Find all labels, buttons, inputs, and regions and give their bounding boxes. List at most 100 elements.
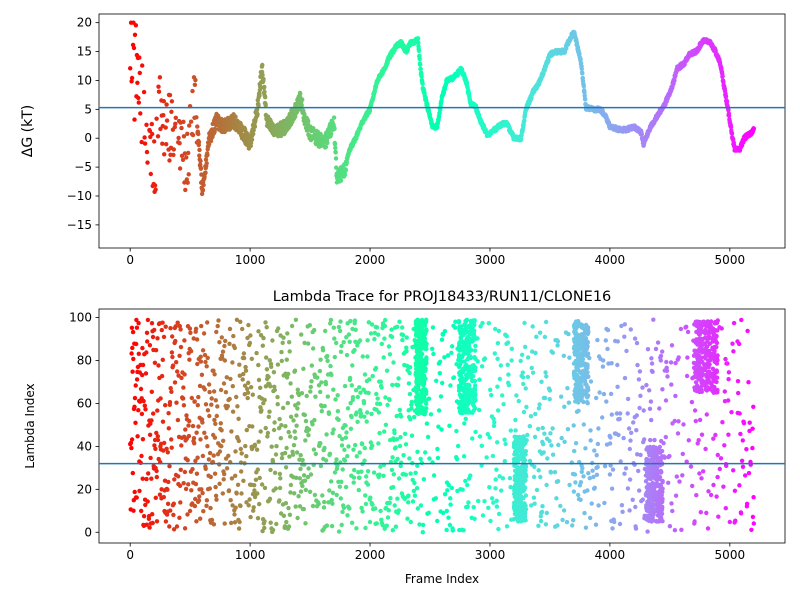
data-point [240,451,244,455]
data-point [424,318,428,322]
data-point [713,433,717,437]
data-point [344,167,348,171]
data-point [747,471,751,475]
data-point [419,503,423,507]
data-point [523,345,527,349]
data-point [189,120,193,124]
data-point [471,363,475,367]
data-point [391,528,395,532]
data-point [493,486,497,490]
data-point [319,464,323,468]
data-point [496,341,500,345]
data-point [736,391,740,395]
data-point [543,396,547,400]
data-point [325,359,329,363]
data-point [276,402,280,406]
data-point [367,377,371,381]
data-point [226,404,230,408]
data-point [360,442,364,446]
data-point [196,395,200,399]
data-point [133,421,137,425]
data-point [203,387,207,391]
data-point [166,450,170,454]
data-point [399,414,403,418]
data-point [208,506,212,510]
data-point [627,426,631,430]
data-point [464,377,468,381]
data-point [239,469,243,473]
data-point [464,417,468,421]
data-point [673,419,677,423]
data-point [352,348,356,352]
data-point [422,477,426,481]
data-point [519,359,523,363]
data-point [209,403,213,407]
data-point [463,396,467,400]
data-point [604,399,608,403]
data-point [239,491,243,495]
data-point [153,447,157,451]
data-point [214,498,218,502]
data-point [278,486,282,490]
data-point [460,354,464,358]
data-point [472,505,476,509]
data-point [308,490,312,494]
data-point [555,523,559,527]
data-point [567,356,571,360]
data-point [752,127,756,131]
data-point [275,395,279,399]
data-point [362,459,366,463]
data-point [551,453,555,457]
data-point [701,469,705,473]
data-point [285,358,289,362]
data-point [521,382,525,386]
data-point [200,491,204,495]
data-point [513,418,517,422]
data-point [387,398,391,402]
data-point [376,396,380,400]
data-point [330,524,334,528]
data-point [594,396,598,400]
data-point [296,494,300,498]
data-point [509,358,513,362]
y-tick-label: 0 [84,131,92,145]
data-point [628,447,632,451]
data-point [201,454,205,458]
data-point [746,380,750,384]
data-point [461,340,465,344]
data-point [363,493,367,497]
data-point [173,122,177,126]
data-point [706,489,710,493]
data-point [396,383,400,387]
data-point [365,410,369,414]
data-point [268,468,272,472]
x-tick-label: 4000 [595,253,626,267]
data-point [260,482,264,486]
data-point [208,451,212,455]
data-point [416,36,420,40]
data-point [503,442,507,446]
data-point [415,325,419,329]
data-point [263,398,267,402]
data-point [522,410,526,414]
data-point [495,440,499,444]
data-point [253,125,257,129]
data-point [256,363,260,367]
data-point [711,483,715,487]
data-point [675,474,679,478]
data-point [411,499,415,503]
data-point [487,321,491,325]
data-point [680,473,684,477]
data-point [414,344,418,348]
data-point [694,419,698,423]
data-point [421,388,425,392]
data-point [726,398,730,402]
data-point [408,471,412,475]
data-point [460,408,464,412]
data-point [291,453,295,457]
data-point [333,355,337,359]
data-point [214,398,218,402]
data-point [576,409,580,413]
data-point [205,364,209,368]
